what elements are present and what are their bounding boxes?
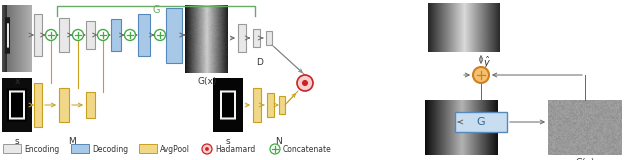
Text: AvgPool: AvgPool (160, 144, 190, 153)
Text: x: x (14, 77, 20, 86)
Bar (238, 24, 246, 52)
Bar (139, 144, 157, 153)
Text: D: D (257, 58, 264, 67)
Circle shape (205, 147, 209, 151)
Bar (86, 21, 95, 49)
Bar (59, 18, 69, 52)
Bar (86, 92, 95, 118)
Text: Hadamard: Hadamard (215, 144, 255, 153)
Text: Concatenate: Concatenate (283, 144, 332, 153)
Bar (59, 88, 69, 122)
Text: Encoding: Encoding (24, 144, 60, 153)
Text: x: x (458, 158, 464, 160)
Bar (266, 31, 272, 45)
Bar (166, 8, 182, 63)
Text: Decoding: Decoding (92, 144, 128, 153)
Text: G: G (152, 5, 160, 15)
Text: G: G (477, 117, 485, 127)
Circle shape (297, 75, 313, 91)
Bar (267, 93, 274, 117)
Bar (3, 144, 21, 153)
Circle shape (270, 144, 280, 154)
Bar (253, 29, 260, 47)
Bar (138, 14, 150, 56)
Circle shape (473, 67, 489, 83)
Circle shape (202, 144, 212, 154)
Circle shape (125, 29, 136, 40)
Text: G(x): G(x) (575, 158, 595, 160)
Bar (34, 83, 42, 127)
Bar (253, 88, 261, 122)
Text: $\hat{y}$: $\hat{y}$ (483, 55, 491, 71)
Circle shape (45, 29, 56, 40)
Bar (34, 14, 42, 56)
Bar (111, 19, 121, 51)
Text: s: s (226, 137, 230, 146)
Text: G(x): G(x) (197, 77, 217, 86)
Bar (279, 96, 285, 114)
Circle shape (154, 29, 166, 40)
Text: M: M (68, 137, 76, 146)
Circle shape (72, 29, 83, 40)
Bar (71, 144, 89, 153)
Circle shape (302, 80, 308, 86)
Text: N: N (275, 137, 282, 146)
Circle shape (97, 29, 109, 40)
Text: s: s (15, 137, 19, 146)
Bar (455, 112, 507, 132)
